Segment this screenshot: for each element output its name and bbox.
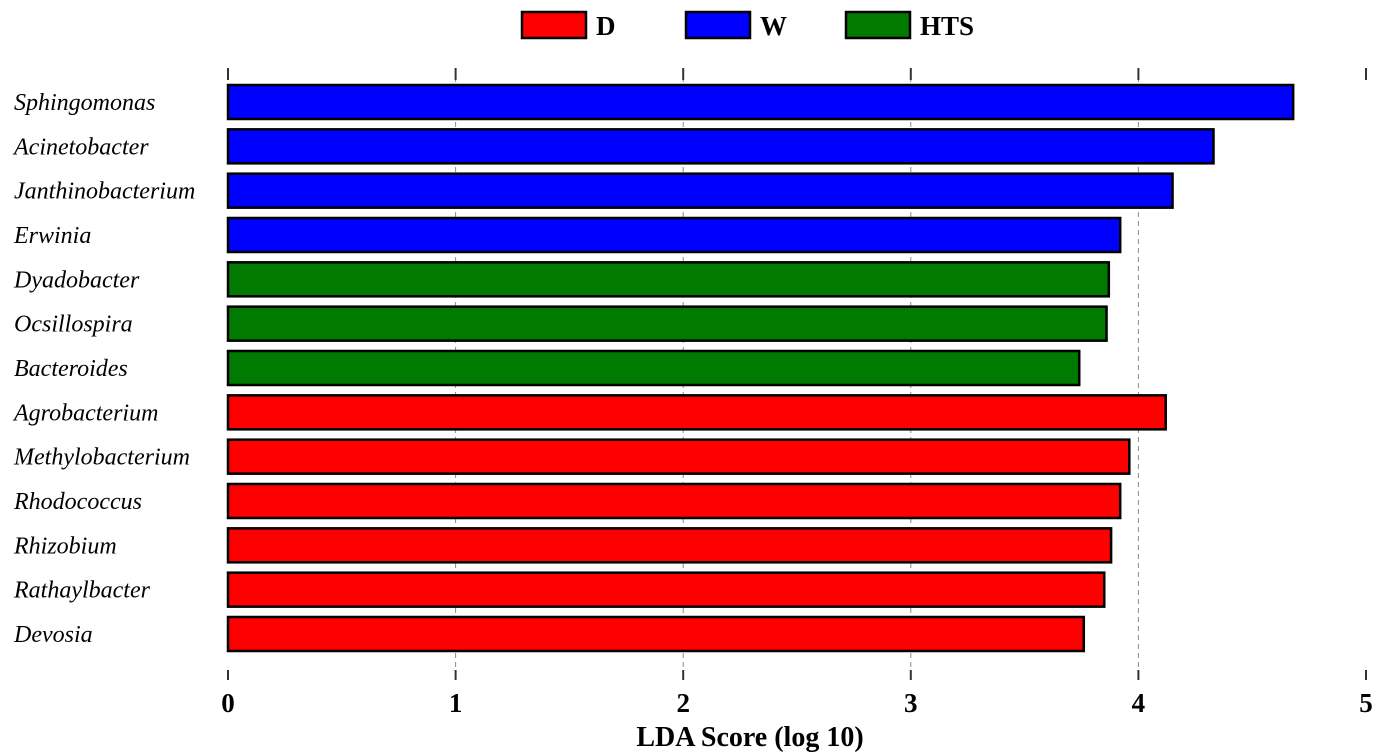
legend-label-hts: HTS — [920, 11, 974, 41]
x-tick-label-4: 4 — [1132, 688, 1146, 718]
bar-methylobacterium — [226, 438, 1131, 475]
top-tick-marks — [227, 68, 1367, 680]
legend-label-w: W — [760, 11, 787, 41]
category-label-bacteroides: Bacteroides — [14, 356, 128, 382]
x-tick-label-0: 0 — [221, 688, 235, 718]
bar-bacteroides — [226, 349, 1081, 387]
legend-label-d: D — [596, 11, 616, 41]
category-label-rhizobium: Rhizobium — [13, 533, 117, 559]
x-tick-label-5: 5 — [1359, 688, 1373, 718]
category-label-devosia: Devosia — [13, 622, 93, 648]
bar-devosia — [226, 615, 1086, 653]
bar-agrobacterium — [226, 394, 1167, 431]
x-tick-label-2: 2 — [676, 688, 690, 718]
bar-ocsillospira — [226, 305, 1108, 342]
category-label-acinetobacter: Acinetobacter — [12, 134, 149, 160]
bar-janthinobacterium — [226, 172, 1174, 209]
bar-acinetobacter — [226, 128, 1215, 165]
category-label-agrobacterium: Agrobacterium — [12, 400, 158, 426]
bar-group — [226, 83, 1295, 653]
category-labels: Sphingomonas Acinetobacter Janthinobacteri… — [12, 90, 195, 648]
bar-rhizobium — [226, 527, 1113, 564]
category-label-methylobacterium: Methylobacterium — [13, 445, 190, 471]
chart-legend: D W HTS — [520, 10, 974, 41]
category-label-rathaylbacter: Rathaylbacter — [13, 578, 151, 604]
category-label-erwinia: Erwinia — [13, 223, 91, 249]
legend-swatch-w — [684, 10, 752, 40]
category-label-rhodococcus: Rhodococcus — [13, 489, 142, 515]
category-label-ocsillospira: Ocsillospira — [14, 312, 133, 338]
legend-swatch-hts — [844, 10, 912, 40]
category-label-janthinobacterium: Janthinobacterium — [14, 179, 195, 205]
x-tick-label-3: 3 — [904, 688, 918, 718]
bar-sphingomonas — [226, 83, 1295, 121]
category-label-dyadobacter: Dyadobacter — [13, 267, 140, 293]
x-tick-label-1: 1 — [449, 688, 463, 718]
bar-rathaylbacter — [226, 571, 1106, 608]
bar-rhodococcus — [226, 482, 1122, 520]
bar-erwinia — [226, 216, 1122, 254]
legend-swatch-d — [520, 10, 588, 40]
bar-dyadobacter — [226, 261, 1111, 298]
x-tick-labels: 0 1 2 3 4 5 — [221, 688, 1373, 718]
x-axis-title: LDA Score (log 10) — [636, 722, 863, 753]
category-label-sphingomonas: Sphingomonas — [14, 90, 155, 116]
